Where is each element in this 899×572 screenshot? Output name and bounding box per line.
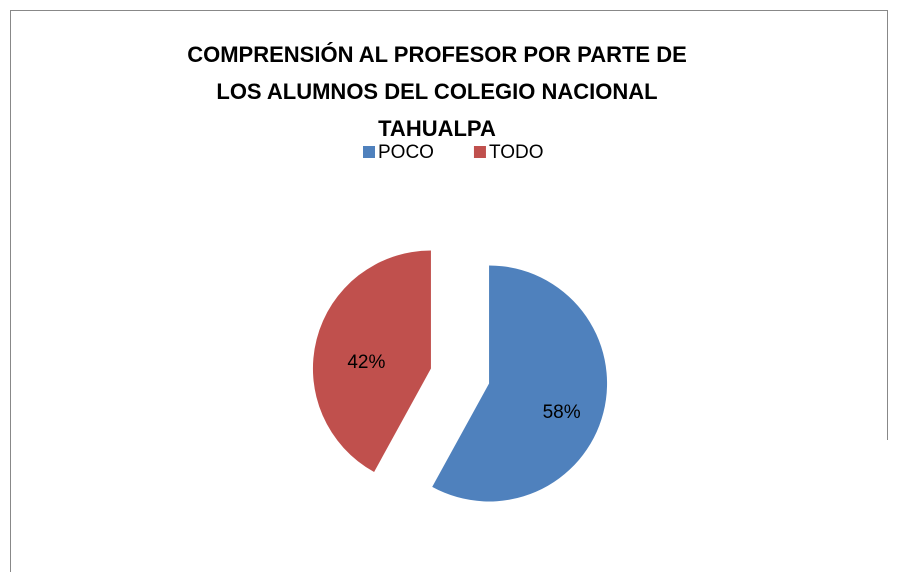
- legend-label: POCO: [378, 142, 434, 163]
- chart-frame: [10, 10, 888, 572]
- pie-slice: [432, 265, 608, 502]
- legend-label: TODO: [489, 142, 544, 163]
- data-label: 58%: [543, 402, 581, 423]
- legend-swatch: [473, 146, 486, 158]
- data-label: 42%: [347, 352, 385, 373]
- pie-slice: [312, 250, 431, 472]
- legend-swatch: [363, 146, 375, 158]
- chart-title: COMPRENSIÓN AL PROFESOR POR PARTE DE LOS…: [187, 42, 687, 141]
